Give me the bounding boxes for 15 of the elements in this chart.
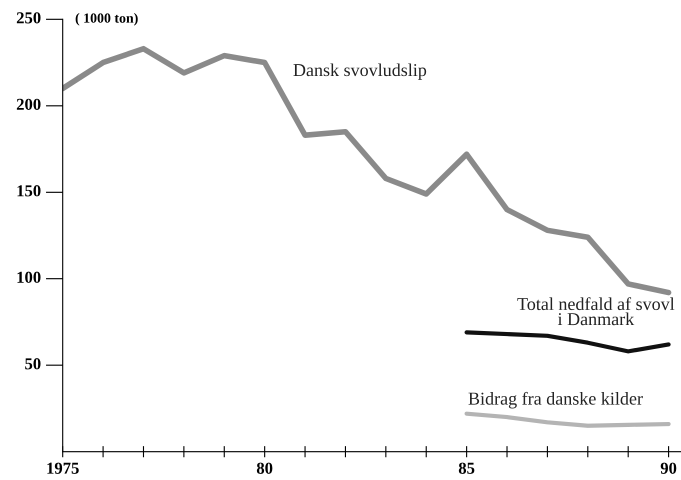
series-label: Bidrag fra danske kilder — [468, 392, 643, 408]
x-tick-label: 80 — [256, 462, 272, 474]
x-tick-label: 90 — [660, 462, 676, 474]
x-tick-label: 85 — [458, 462, 474, 474]
line-series — [464, 330, 671, 354]
y-tick-label: 250 — [16, 12, 41, 24]
x-tick-label: 1975 — [47, 462, 79, 474]
y-tick-label: 50 — [25, 358, 41, 370]
y-tick-label: 200 — [16, 98, 41, 110]
y-tick-label: 100 — [18, 272, 41, 283]
series-label: Dansk svovludslip — [293, 63, 426, 80]
y-tick-label: 150 — [18, 185, 41, 196]
y-axis-title: ( 1000 ton) — [76, 13, 138, 26]
series-label: Total nedfald af svovl i Danmark — [517, 297, 674, 326]
line-series — [464, 412, 671, 428]
